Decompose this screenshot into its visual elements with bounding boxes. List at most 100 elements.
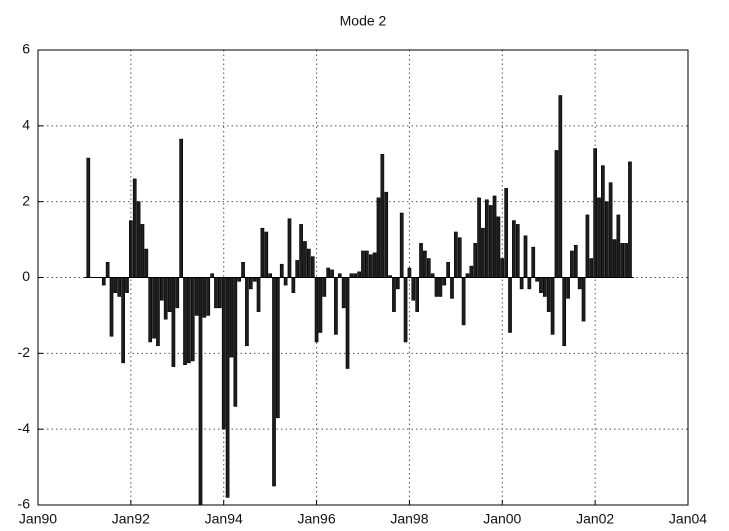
bar [457, 237, 462, 278]
bar [589, 258, 594, 278]
bar [144, 248, 149, 278]
bar [260, 227, 265, 278]
bar [268, 273, 272, 278]
plot-frame [37, 49, 689, 506]
bar [314, 277, 319, 343]
bar [392, 277, 396, 312]
bar [190, 277, 195, 362]
bar [121, 277, 125, 364]
bar [233, 277, 238, 407]
bar [125, 277, 129, 293]
bar [450, 277, 454, 299]
bar [337, 273, 342, 278]
bar [129, 220, 133, 278]
bar [484, 199, 489, 278]
bar [380, 153, 385, 278]
bar [500, 258, 505, 278]
bar [283, 277, 288, 286]
bar [581, 277, 586, 322]
bar [411, 277, 416, 301]
bar [229, 277, 234, 358]
bar [430, 273, 435, 278]
bar [554, 150, 559, 278]
bar [512, 220, 516, 278]
bar [523, 235, 528, 278]
bar [365, 250, 369, 278]
x-tick-label: Jan00 [483, 511, 521, 527]
x-tick-label: Jan04 [669, 511, 707, 527]
bar [395, 277, 400, 290]
bar [399, 212, 404, 278]
bar [601, 165, 605, 278]
y-tick-label: 6 [22, 41, 30, 57]
bar [573, 244, 578, 278]
bar [217, 277, 222, 309]
bar [542, 277, 547, 297]
bar [221, 277, 226, 430]
bar [438, 277, 443, 297]
bar [159, 277, 164, 301]
bar [156, 277, 160, 347]
bar [612, 239, 617, 278]
bar [171, 277, 176, 367]
chart-title: Mode 2 [340, 13, 387, 29]
bar [546, 277, 551, 312]
y-tick-label: 4 [22, 117, 30, 133]
bar [152, 277, 156, 339]
bar [210, 273, 214, 278]
bar [341, 277, 346, 309]
bar [198, 277, 203, 506]
bar [225, 277, 230, 498]
bar [403, 277, 408, 343]
x-tick-label: Jan94 [205, 511, 243, 527]
bar [241, 262, 245, 278]
bar [357, 271, 361, 278]
bar [593, 148, 597, 278]
bar [109, 277, 114, 337]
bar [148, 277, 153, 343]
bar [214, 277, 218, 309]
bar [531, 246, 536, 278]
bar [566, 277, 570, 299]
bar [616, 214, 621, 278]
bar [620, 243, 625, 278]
bar [272, 277, 276, 487]
bar [206, 277, 211, 316]
x-tick-label: Jan02 [576, 511, 614, 527]
bar [519, 277, 524, 290]
bar [326, 267, 331, 278]
bar [426, 258, 431, 278]
bar [368, 254, 373, 278]
bar [372, 252, 377, 278]
bar [624, 243, 628, 278]
bar [527, 277, 532, 290]
bar [454, 231, 458, 278]
bar [140, 224, 145, 278]
bar [345, 277, 350, 369]
bar [183, 277, 187, 366]
bar [322, 277, 327, 297]
x-tick-label: Jan92 [112, 511, 150, 527]
bar [318, 277, 323, 333]
bar [310, 256, 315, 278]
bar [256, 277, 261, 312]
bar [407, 267, 412, 278]
bar [105, 262, 110, 278]
bar [276, 277, 280, 419]
bar [465, 273, 470, 278]
bar [577, 277, 582, 290]
y-tick-label: 2 [22, 192, 30, 208]
bar [469, 265, 474, 278]
bar [252, 277, 257, 282]
bar [334, 277, 338, 335]
bar [295, 260, 300, 278]
bar [481, 227, 485, 278]
bar [539, 277, 543, 293]
bar [504, 188, 509, 278]
bar [558, 95, 563, 278]
bar [597, 197, 601, 278]
bar [461, 277, 466, 326]
bar [194, 277, 199, 316]
y-tick-label: -4 [18, 420, 31, 436]
